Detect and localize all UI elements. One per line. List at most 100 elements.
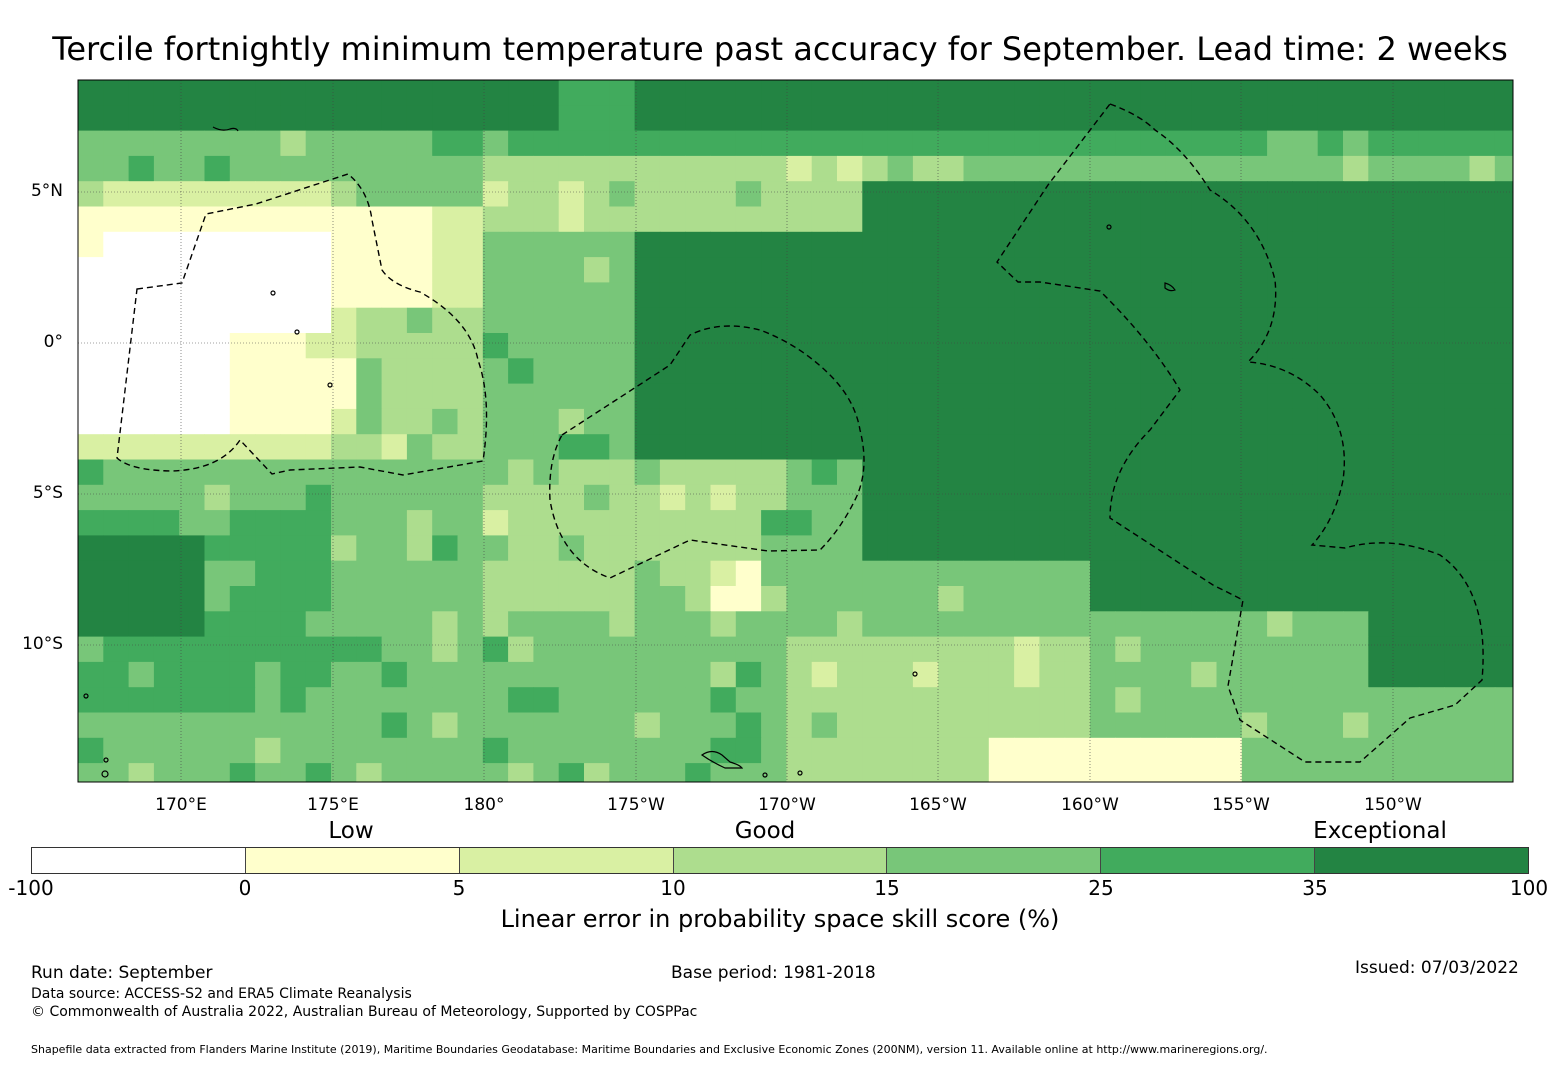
map-cell [1368, 661, 1395, 688]
map-cell [1039, 661, 1066, 688]
map-cell [179, 763, 205, 783]
map-cell [508, 586, 534, 612]
map-cell [761, 231, 787, 258]
map-cell [381, 459, 408, 486]
map-cell [533, 155, 560, 182]
map-cell [1165, 510, 1192, 536]
map-cell [305, 105, 332, 132]
map-cell [1267, 687, 1293, 713]
map-cell [78, 510, 104, 536]
map-cell [862, 611, 889, 638]
map-cell [1140, 80, 1167, 106]
map-cell [938, 687, 964, 713]
map-cell [1444, 636, 1470, 663]
map-cell [1444, 510, 1470, 536]
map-cell [837, 333, 863, 359]
map-cell [1191, 661, 1217, 688]
map-cell [1115, 484, 1142, 511]
map-cell [1469, 80, 1496, 106]
map-cell [280, 282, 307, 309]
map-cell [179, 105, 205, 132]
map-cell [1494, 510, 1514, 536]
map-cell [1317, 206, 1344, 233]
map-cell [1469, 763, 1496, 783]
map-cell [1039, 434, 1066, 460]
map-cell [862, 358, 889, 385]
map-cell [887, 434, 914, 460]
map-cell [1115, 510, 1142, 536]
map-cell [103, 358, 130, 385]
map-cell [1090, 130, 1116, 157]
map-cell [381, 763, 408, 783]
map-cell [786, 155, 813, 182]
map-cell [153, 130, 180, 157]
map-cell [78, 80, 104, 106]
map-cell [1444, 737, 1470, 764]
map-cell [735, 181, 762, 207]
map-cell [811, 459, 838, 486]
map-cell [1343, 206, 1369, 233]
map-cell [837, 611, 863, 638]
map-cell [761, 434, 787, 460]
map-cell [1469, 307, 1496, 334]
map-cell [1292, 636, 1319, 663]
map-cell [1115, 661, 1142, 688]
map-cell [1368, 636, 1395, 663]
map-cell [255, 257, 281, 283]
map-cell [1064, 231, 1091, 258]
map-cell [1090, 661, 1116, 688]
map-cell [963, 80, 990, 106]
map-cell [1165, 611, 1192, 638]
map-cell [305, 383, 332, 410]
map-cell [331, 383, 357, 410]
map-cell [938, 307, 964, 334]
map-cell [1418, 307, 1445, 334]
map-cell [1090, 611, 1116, 638]
map-cell [1368, 333, 1395, 359]
map-cell [558, 307, 585, 334]
map-cell [963, 586, 990, 612]
map-cell [204, 307, 231, 334]
map-cell [1064, 763, 1091, 783]
map-cell [255, 358, 281, 385]
map-cell [533, 636, 560, 663]
map-cell [761, 333, 787, 359]
map-cell [1191, 737, 1217, 764]
map-cell [78, 661, 104, 688]
map-cell [1140, 155, 1167, 182]
map-cell [963, 510, 990, 536]
map-cell [862, 130, 889, 157]
map-cell [558, 459, 585, 486]
map-cell [634, 206, 661, 233]
map-cell [305, 80, 332, 106]
map-cell [1418, 535, 1445, 562]
map-cell [305, 434, 332, 460]
map-cell [1115, 737, 1142, 764]
map-cell [457, 611, 484, 638]
map-cell [1140, 181, 1167, 207]
map-cell [1014, 687, 1040, 713]
map-cell [229, 155, 256, 182]
colorbar-tick-label: 100 [1509, 876, 1549, 900]
map-cell [1064, 712, 1091, 739]
map-cell [356, 307, 383, 334]
map-cell [331, 535, 357, 562]
map-cell [609, 181, 636, 207]
map-cell [685, 105, 711, 132]
map-cell [457, 560, 484, 587]
map-cell [1292, 307, 1319, 334]
map-cell [609, 484, 636, 511]
map-cell [837, 130, 863, 157]
map-cell [482, 434, 509, 460]
map-cell [255, 307, 281, 334]
map-cell [1115, 712, 1142, 739]
map-cell [634, 181, 661, 207]
map-cell [811, 586, 838, 612]
map-cell [1444, 231, 1470, 258]
map-cell [862, 586, 889, 612]
map-cell [78, 459, 104, 486]
map-cell [1090, 333, 1116, 359]
map-cell [482, 231, 509, 258]
map-cell [1418, 661, 1445, 688]
map-cell [1064, 459, 1091, 486]
